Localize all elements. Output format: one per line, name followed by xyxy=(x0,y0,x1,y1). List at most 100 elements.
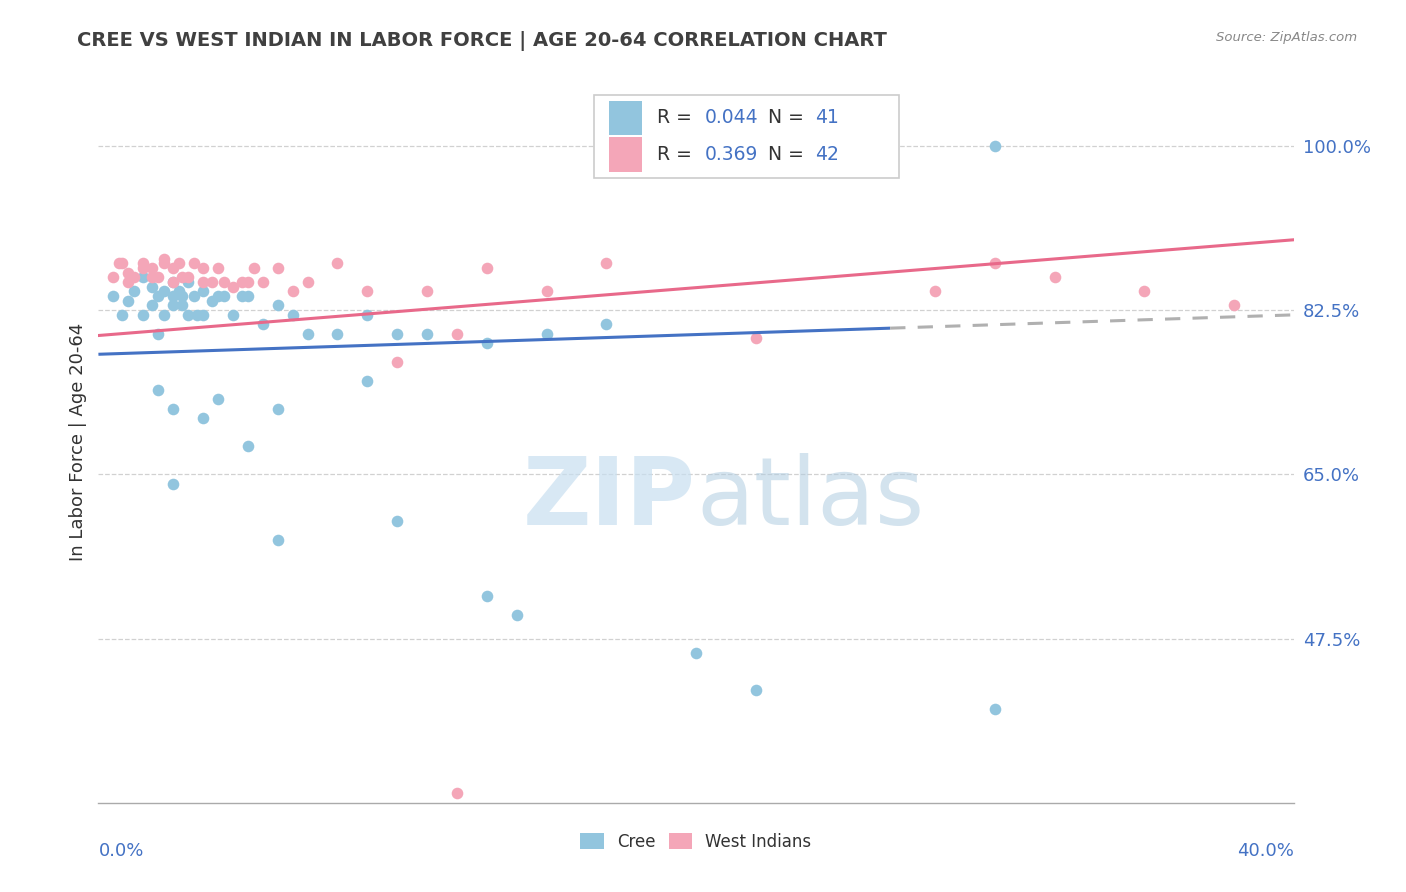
Point xyxy=(117,266,139,280)
Point xyxy=(117,293,139,308)
Point xyxy=(162,298,184,312)
Point xyxy=(745,331,768,345)
Point xyxy=(416,326,439,341)
Point xyxy=(177,308,200,322)
Point xyxy=(177,270,200,285)
Point xyxy=(326,256,349,270)
Point xyxy=(267,298,290,312)
Text: ZIP: ZIP xyxy=(523,453,696,545)
Point xyxy=(132,270,155,285)
Point xyxy=(172,289,194,303)
Point xyxy=(243,260,266,275)
Point xyxy=(984,256,1007,270)
Point xyxy=(177,275,200,289)
Point xyxy=(231,289,253,303)
Point xyxy=(281,285,304,299)
Point xyxy=(356,374,378,388)
Point xyxy=(132,256,155,270)
Point xyxy=(356,285,378,299)
Point xyxy=(416,285,439,299)
Point xyxy=(267,401,290,416)
Text: N =: N = xyxy=(768,109,810,128)
Point xyxy=(124,285,146,299)
Point xyxy=(207,260,229,275)
Point xyxy=(924,285,946,299)
Point xyxy=(183,289,205,303)
Point xyxy=(231,275,253,289)
Point xyxy=(162,476,184,491)
Point xyxy=(191,260,214,275)
Point xyxy=(108,256,131,270)
Point xyxy=(111,256,134,270)
Point xyxy=(148,383,170,397)
Point xyxy=(162,289,184,303)
Point xyxy=(201,275,224,289)
Point xyxy=(475,336,498,351)
Point xyxy=(222,279,245,293)
Point xyxy=(172,270,194,285)
Point xyxy=(385,355,409,369)
Point xyxy=(267,260,290,275)
Point xyxy=(281,308,304,322)
Text: CREE VS WEST INDIAN IN LABOR FORCE | AGE 20-64 CORRELATION CHART: CREE VS WEST INDIAN IN LABOR FORCE | AGE… xyxy=(77,31,887,51)
Point xyxy=(984,702,1007,716)
Point xyxy=(191,275,214,289)
Point xyxy=(201,293,224,308)
Point xyxy=(191,285,214,299)
FancyBboxPatch shape xyxy=(609,137,643,172)
Point xyxy=(167,285,190,299)
Text: atlas: atlas xyxy=(696,453,924,545)
Point xyxy=(446,786,468,800)
Point xyxy=(536,326,558,341)
Point xyxy=(475,590,498,604)
Legend: Cree, West Indians: Cree, West Indians xyxy=(575,828,817,856)
Point xyxy=(236,275,259,289)
Text: 0.0%: 0.0% xyxy=(98,842,143,860)
Point xyxy=(172,298,194,312)
Text: R =: R = xyxy=(657,109,697,128)
Point xyxy=(297,326,319,341)
Text: 40.0%: 40.0% xyxy=(1237,842,1294,860)
Point xyxy=(536,285,558,299)
Point xyxy=(385,514,409,528)
Point xyxy=(745,683,768,698)
Point xyxy=(141,260,163,275)
Point xyxy=(167,256,190,270)
Point xyxy=(595,256,617,270)
Point xyxy=(385,326,409,341)
Point xyxy=(141,279,163,293)
Point xyxy=(132,308,155,322)
Point xyxy=(148,270,170,285)
Text: 41: 41 xyxy=(815,109,839,128)
Point xyxy=(153,252,176,266)
Point xyxy=(162,275,184,289)
Point xyxy=(252,318,274,332)
Point xyxy=(124,270,146,285)
Point xyxy=(212,289,235,303)
Point xyxy=(685,646,707,660)
Point xyxy=(162,401,184,416)
FancyBboxPatch shape xyxy=(595,95,900,178)
Point xyxy=(162,275,184,289)
Point xyxy=(141,298,163,312)
Point xyxy=(207,289,229,303)
Point xyxy=(297,275,319,289)
Point xyxy=(267,533,290,547)
Point xyxy=(111,308,134,322)
Point xyxy=(356,308,378,322)
Point xyxy=(148,326,170,341)
Text: Source: ZipAtlas.com: Source: ZipAtlas.com xyxy=(1216,31,1357,45)
Point xyxy=(153,256,176,270)
Point xyxy=(132,260,155,275)
Text: 42: 42 xyxy=(815,145,839,164)
Point xyxy=(326,326,349,341)
Point xyxy=(103,270,125,285)
Text: 0.044: 0.044 xyxy=(704,109,758,128)
Point xyxy=(1133,285,1156,299)
Point xyxy=(141,270,163,285)
Point xyxy=(1223,298,1246,312)
Point xyxy=(212,275,235,289)
Point xyxy=(595,318,617,332)
Point xyxy=(236,439,259,453)
Point xyxy=(191,308,214,322)
